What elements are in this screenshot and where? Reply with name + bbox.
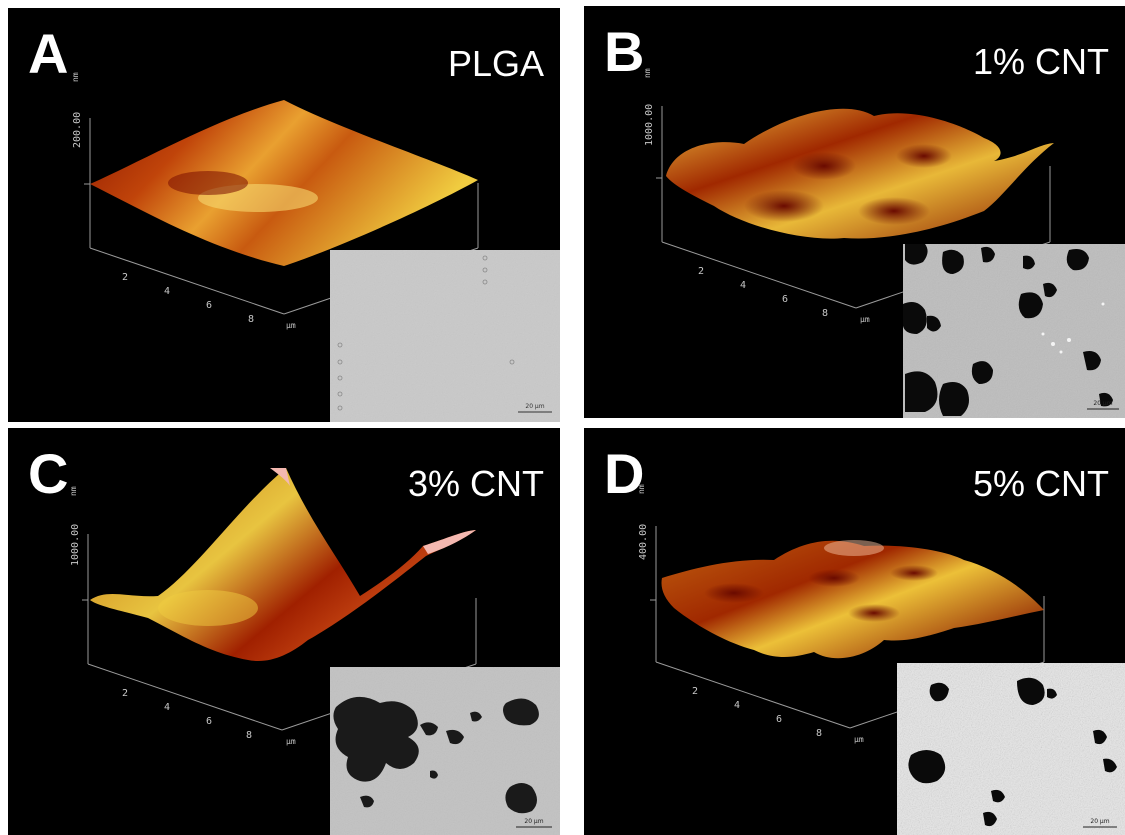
x-axis-unit: µm (860, 315, 870, 324)
panel-letter: B (604, 20, 645, 83)
panel-b: 1000.00 nm 2 4 6 8 µm 20 µm B 1 (584, 6, 1125, 418)
z-axis-tick: 1000.00 (644, 104, 655, 146)
micrograph-inset-a: 20 µm (330, 250, 560, 422)
x-axis-tick: 6 (776, 714, 782, 725)
scale-bar-label: 20 µm (524, 818, 543, 825)
x-axis-unit: µm (854, 735, 864, 744)
x-axis-tick: 2 (122, 272, 128, 283)
z-axis-tick: 1000.00 (70, 524, 81, 566)
scale-bar-label: 20 µm (1090, 818, 1109, 825)
afm-surface-plot-c: 1000.00 nm 2 4 6 8 µm (69, 468, 477, 746)
x-axis-tick: 2 (122, 688, 128, 699)
x-axis-tick: 4 (734, 700, 740, 711)
x-axis-tick: 8 (246, 730, 252, 741)
micrograph-inset-b: 20 µm (903, 244, 1125, 418)
micrograph-inset-c: 20 µm (330, 667, 560, 835)
sample-label: 5% CNT (972, 463, 1109, 504)
sample-label: 3% CNT (407, 463, 544, 504)
x-axis-tick: 6 (782, 294, 788, 305)
scale-bar-label: 20 µm (525, 403, 544, 410)
z-axis-unit: nm (69, 486, 78, 496)
micrograph-inset-d: 20 µm (897, 663, 1125, 835)
x-axis-tick: 6 (206, 716, 212, 727)
afm-surface-plot-b: 1000.00 nm 2 4 6 8 µm (643, 68, 1054, 324)
z-axis-tick: 400.00 (638, 524, 649, 560)
z-axis-unit: nm (643, 68, 652, 78)
panel-letter: D (604, 442, 645, 505)
x-axis-tick: 4 (740, 280, 746, 291)
x-axis-tick: 2 (692, 686, 698, 697)
x-axis-tick: 8 (248, 314, 254, 325)
x-axis-tick: 6 (206, 300, 212, 311)
sample-label: 1% CNT (972, 41, 1109, 82)
afm-surface-plot-a: 200.00 nm 2 4 6 8 µm (71, 72, 479, 330)
x-axis-unit: µm (286, 321, 296, 330)
panel-letter: A (28, 22, 69, 85)
x-axis-unit: µm (286, 737, 296, 746)
z-axis-unit: nm (637, 484, 646, 494)
z-axis-tick: 200.00 (72, 112, 83, 148)
x-axis-tick: 4 (164, 702, 170, 713)
panel-d: 400.00 nm 2 4 6 8 µm 20 µm D 5% CNT (584, 428, 1125, 835)
x-axis-tick: 8 (822, 308, 828, 319)
panel-a: 200.00 nm 2 4 6 8 µm 20 µm A PLGA (8, 8, 560, 422)
panel-letter: C (28, 442, 69, 505)
x-axis-tick: 8 (816, 728, 822, 739)
sample-label: PLGA (447, 43, 544, 84)
afm-surface-plot-d: 400.00 nm 2 4 6 8 µm (637, 484, 1045, 744)
z-axis-unit: nm (71, 72, 80, 82)
x-axis-tick: 4 (164, 286, 170, 297)
scale-bar-label: 20 µm (1093, 400, 1112, 407)
panel-c: 1000.00 nm 2 4 6 8 µm 20 µm C 3% CNT (8, 428, 560, 835)
x-axis-tick: 2 (698, 266, 704, 277)
